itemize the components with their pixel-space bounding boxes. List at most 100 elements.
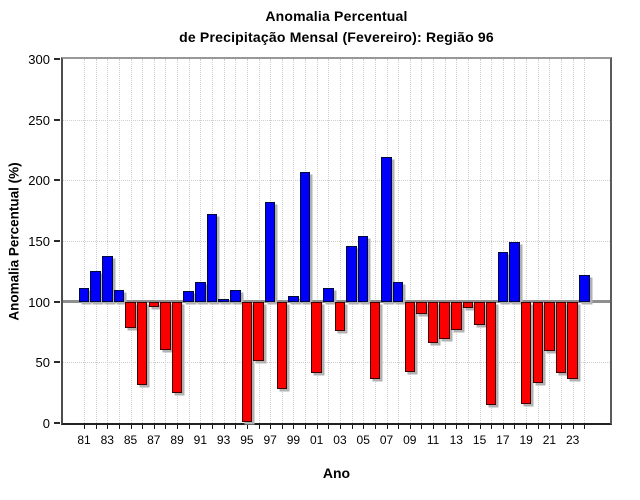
- bar-2018: [509, 242, 520, 302]
- x-tick-label: 85: [123, 433, 138, 447]
- x-axis-tick: [433, 425, 435, 429]
- y-axis-tick: [54, 361, 60, 364]
- x-axis-tick: [328, 425, 330, 429]
- bar-2015: [474, 301, 485, 325]
- chart-title-line1: Anomalia Percentual: [265, 8, 408, 24]
- x-axis-tick: [363, 425, 365, 429]
- x-axis-tick: [130, 425, 132, 429]
- bar-2006: [369, 301, 381, 380]
- bar-2024: [579, 274, 590, 302]
- x-axis-tick: [118, 425, 120, 429]
- x-axis-tick: [200, 425, 202, 429]
- x-axis-tick: [584, 425, 586, 429]
- bar-1997: [264, 202, 276, 302]
- x-axis-tick: [572, 425, 574, 429]
- y-tick-label: 150: [28, 234, 50, 249]
- x-axis-tick: [339, 425, 341, 429]
- chart-title-line2: de Precipitação Mensal (Fevereiro): Regi…: [179, 29, 494, 45]
- x-axis-tick: [258, 425, 260, 429]
- x-axis-tick: [421, 425, 423, 429]
- x-tick-label: 21: [542, 433, 557, 447]
- x-axis-tick: [165, 425, 167, 429]
- x-axis-tick: [153, 425, 155, 429]
- bar-1995: [241, 301, 253, 422]
- bar-2005: [357, 236, 369, 302]
- bar-2009: [404, 301, 416, 373]
- x-axis-tick: [351, 425, 353, 429]
- x-axis-tick: [142, 425, 144, 429]
- plot-area: [61, 57, 612, 425]
- y-tick-label: 100: [28, 294, 50, 310]
- bar-1991: [195, 282, 206, 302]
- bar-1987: [148, 301, 160, 307]
- x-axis-tick: [316, 425, 318, 429]
- x-axis-tick: [409, 425, 411, 429]
- bar-2001: [311, 301, 322, 374]
- x-axis-tick: [211, 425, 213, 429]
- x-axis-tick: [95, 425, 97, 429]
- y-axis-tick: [54, 58, 60, 60]
- bar-1981: [78, 288, 90, 302]
- x-axis-tick: [84, 425, 85, 429]
- x-axis-tick: [479, 425, 481, 429]
- x-tick-label: 03: [333, 433, 347, 447]
- horizontal-gridline: [63, 119, 610, 121]
- bar-2022: [555, 301, 567, 374]
- x-tick-label: 99: [286, 433, 301, 447]
- y-tick-label: 200: [28, 173, 50, 189]
- bar-1999: [288, 295, 299, 302]
- bar-1996: [253, 301, 264, 362]
- bar-1994: [230, 289, 241, 302]
- x-axis-tick: [270, 425, 272, 429]
- x-tick-label: 23: [565, 433, 580, 447]
- bar-1983: [102, 255, 113, 302]
- y-tick-label: 250: [28, 112, 50, 128]
- x-axis-tick: [502, 425, 504, 429]
- x-axis-tick: [281, 425, 283, 429]
- bar-2002: [323, 288, 334, 302]
- y-axis-tick: [54, 118, 60, 121]
- x-tick-label: 19: [519, 433, 533, 447]
- horizontal-gridline: [63, 362, 610, 364]
- bar-1998: [276, 301, 288, 390]
- bar-2017: [497, 251, 509, 302]
- x-axis-tick: [386, 425, 388, 429]
- x-tick-label: 95: [240, 433, 254, 447]
- y-axis-tick: [54, 300, 60, 303]
- x-tick-label: 17: [496, 433, 510, 447]
- y-axis-tick: [54, 240, 60, 242]
- x-tick-label: 07: [379, 433, 394, 447]
- bar-1988: [160, 301, 171, 351]
- x-tick-label: 09: [403, 433, 417, 447]
- bar-2004: [346, 245, 357, 302]
- x-axis-tick: [514, 425, 516, 429]
- bar-2010: [416, 301, 427, 314]
- y-tick-label: 50: [35, 355, 50, 371]
- bar-1990: [183, 290, 194, 302]
- bar-2007: [381, 157, 392, 302]
- y-axis-tick: [54, 179, 60, 182]
- x-axis-tick: [293, 425, 295, 429]
- bar-2023: [567, 301, 578, 380]
- x-axis-tick: [467, 425, 469, 429]
- x-tick-label: 97: [263, 433, 277, 447]
- x-tick-label: 11: [426, 433, 440, 447]
- horizontal-gridline: [63, 180, 610, 182]
- bar-2011: [427, 301, 439, 343]
- bar-2014: [462, 301, 474, 308]
- bar-1984: [113, 289, 125, 302]
- x-axis-tick: [188, 425, 190, 429]
- x-tick-label: 13: [449, 433, 463, 447]
- x-axis-tick: [491, 425, 493, 429]
- bar-1993: [218, 299, 229, 302]
- x-axis-tick: [398, 425, 400, 429]
- bar-2016: [485, 301, 497, 405]
- bar-1985: [125, 301, 136, 329]
- bar-1992: [206, 214, 218, 302]
- x-axis-tick: [561, 425, 563, 429]
- x-axis-tick: [223, 425, 225, 429]
- x-tick-label: 87: [147, 433, 161, 447]
- x-tick-label: 89: [170, 433, 184, 447]
- y-tick-label: 0: [42, 416, 50, 431]
